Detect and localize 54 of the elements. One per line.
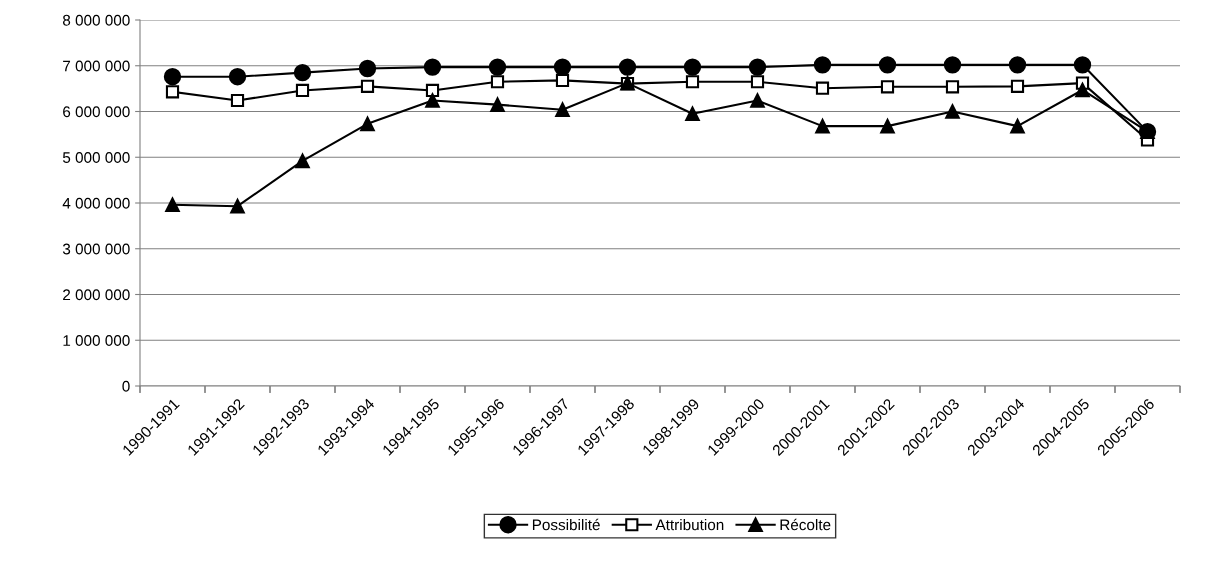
y-tick-label: 2 000 000 [63, 289, 130, 301]
point [295, 153, 310, 169]
point [813, 56, 832, 74]
point [490, 75, 505, 89]
point [230, 198, 245, 214]
point [878, 56, 897, 74]
point [425, 93, 440, 108]
point [1073, 56, 1092, 74]
point [1008, 56, 1027, 74]
point [685, 75, 700, 89]
point [1075, 82, 1090, 98]
point [815, 81, 830, 95]
point [425, 83, 440, 98]
point [683, 58, 702, 76]
point [360, 79, 375, 93]
point [228, 68, 247, 86]
point [685, 106, 700, 122]
point [165, 197, 180, 213]
point [295, 83, 310, 98]
point [358, 59, 377, 78]
legend-label: Attribution [655, 519, 724, 531]
point [880, 80, 895, 94]
point [230, 93, 245, 108]
point [750, 75, 765, 89]
point [490, 97, 505, 112]
point [815, 118, 830, 134]
point [553, 58, 572, 76]
point [360, 116, 375, 132]
point [945, 80, 960, 94]
y-tick-label: 8 000 000 [62, 14, 130, 26]
point [618, 58, 637, 76]
point [488, 58, 507, 76]
point [1010, 79, 1025, 93]
y-tick-label: 3 000 000 [62, 243, 130, 255]
point [555, 102, 570, 117]
point [165, 85, 180, 99]
y-tick-label: 0 [122, 380, 130, 392]
point [945, 104, 960, 119]
legend-label: Possibilité [532, 518, 600, 531]
y-tick-label: 4 000 000 [62, 197, 130, 209]
point [423, 58, 442, 76]
point [748, 58, 767, 76]
point [943, 56, 962, 74]
point [750, 93, 765, 108]
y-tick-label: 7 000 000 [63, 60, 130, 72]
point [1010, 118, 1025, 134]
point [880, 118, 895, 134]
y-tick-label: 6 000 000 [63, 106, 130, 118]
y-tick-label: 5 000 000 [62, 152, 130, 163]
point [555, 73, 570, 87]
y-tick-label: 1 000 000 [63, 335, 130, 346]
legend-label: Récolte [780, 518, 831, 531]
point [293, 63, 312, 82]
point [163, 68, 182, 86]
